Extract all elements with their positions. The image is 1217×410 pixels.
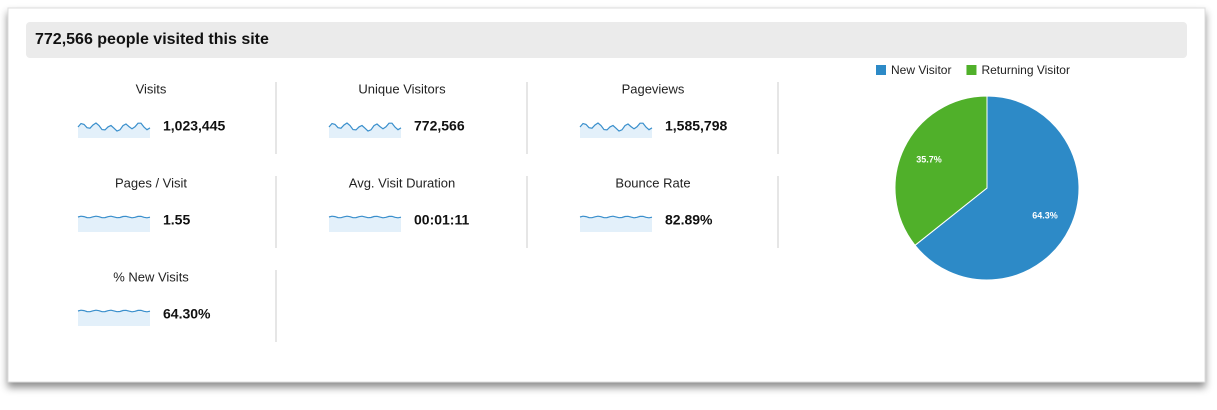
metric-label: % New Visits	[113, 269, 189, 284]
sparkline-area	[580, 216, 652, 232]
slice-label: 64.3%	[1032, 210, 1058, 220]
legend-swatch	[876, 65, 886, 75]
legend-label: Returning Visitor	[981, 63, 1070, 77]
slice-label: 35.7%	[916, 154, 942, 164]
metric-label: Visits	[136, 81, 167, 96]
sparkline	[579, 122, 653, 132]
sparkline	[77, 309, 151, 313]
header-bar	[26, 22, 1187, 58]
sparkline-area	[78, 123, 150, 138]
sparkline-area	[78, 216, 150, 232]
metric-label: Unique Visitors	[358, 81, 446, 96]
header-title: 772,566 people visited this site	[35, 31, 269, 48]
pie-slice	[894, 95, 988, 246]
sparkline	[77, 215, 151, 219]
sparkline	[77, 122, 151, 132]
metric-label: Bounce Rate	[615, 175, 690, 190]
metric-value: 772,566	[414, 118, 465, 134]
metrics: Visits 1,023,445 Unique Visitors 772,566 Pag…	[77, 81, 779, 342]
sparkline	[328, 215, 402, 219]
sparkline-area	[580, 123, 652, 138]
metric-label: Pageviews	[622, 81, 685, 96]
sparkline	[579, 215, 653, 219]
metric-label: Avg. Visit Duration	[349, 175, 455, 190]
metric-value: 1,585,798	[665, 118, 727, 134]
metric-value: 82.89%	[665, 212, 713, 228]
sparkline-area	[329, 123, 401, 138]
pie-slice	[914, 95, 1080, 281]
sparkline-area	[329, 216, 401, 232]
legend-label: New Visitor	[891, 63, 951, 77]
metric-value: 1.55	[163, 212, 190, 228]
metric-value: 00:01:11	[414, 212, 469, 228]
metric-value: 1,023,445	[163, 118, 225, 134]
sparkline	[328, 122, 402, 132]
sparkline-area	[78, 310, 150, 326]
metric-label: Pages / Visit	[115, 175, 187, 190]
metric-value: 64.30%	[163, 306, 211, 322]
pie-chart: New Visitor Returning Visitor 64.3% 35.7%	[876, 63, 1080, 281]
legend-swatch	[966, 65, 977, 75]
